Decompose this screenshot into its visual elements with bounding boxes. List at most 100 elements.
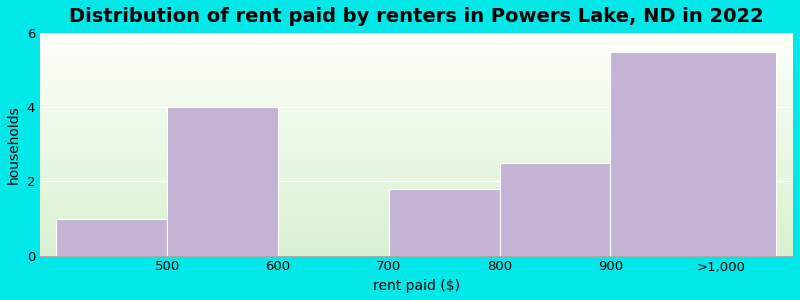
Bar [40, 162, 793, 164]
Bar [40, 149, 793, 151]
Bar [40, 60, 793, 62]
Bar [40, 53, 793, 55]
Bar [40, 144, 793, 147]
Bar [40, 93, 793, 95]
Bar [40, 153, 793, 155]
Bar [40, 251, 793, 254]
Bar [40, 229, 793, 231]
Bar [40, 233, 793, 236]
Bar [40, 58, 793, 60]
Bar [40, 204, 793, 207]
Bar [40, 109, 793, 111]
Bar [40, 40, 793, 42]
Bar [40, 140, 793, 142]
Bar [40, 106, 793, 109]
Bar [389, 189, 499, 256]
Bar [40, 213, 793, 216]
X-axis label: rent paid ($): rent paid ($) [373, 279, 460, 293]
Bar [40, 135, 793, 138]
Bar [40, 249, 793, 251]
Bar [57, 218, 167, 256]
Bar [40, 180, 793, 182]
Bar [40, 120, 793, 122]
Bar [40, 247, 793, 249]
Bar [40, 160, 793, 162]
Bar [40, 218, 793, 220]
Bar [40, 236, 793, 238]
Bar [610, 52, 777, 256]
Bar [40, 86, 793, 89]
Bar [40, 189, 793, 191]
Bar [40, 78, 793, 80]
Bar [40, 224, 793, 227]
Bar [40, 71, 793, 73]
Bar [40, 142, 793, 144]
Bar [40, 100, 793, 102]
Bar [40, 184, 793, 187]
Bar [40, 173, 793, 175]
Bar [40, 147, 793, 149]
Bar [40, 211, 793, 213]
Bar [40, 104, 793, 106]
Bar [40, 42, 793, 44]
Bar [40, 227, 793, 229]
Bar [40, 167, 793, 169]
Title: Distribution of rent paid by renters in Powers Lake, ND in 2022: Distribution of rent paid by renters in … [69, 7, 764, 26]
Bar [40, 202, 793, 204]
Bar [40, 129, 793, 131]
Bar [40, 66, 793, 69]
Bar [40, 193, 793, 196]
Bar [40, 231, 793, 233]
Bar [40, 73, 793, 75]
Bar [40, 131, 793, 133]
Bar [40, 51, 793, 53]
Bar [40, 151, 793, 153]
Bar [40, 55, 793, 58]
Bar [40, 98, 793, 100]
Bar [40, 122, 793, 124]
Bar [40, 244, 793, 247]
Bar [40, 38, 793, 40]
Bar [40, 113, 793, 116]
Bar [40, 209, 793, 211]
Bar [40, 102, 793, 104]
Bar [40, 133, 793, 135]
Bar [40, 35, 793, 38]
Bar [40, 198, 793, 200]
Bar [167, 107, 278, 256]
Bar [40, 69, 793, 71]
Bar [40, 91, 793, 93]
Bar [40, 164, 793, 166]
Bar [40, 138, 793, 140]
Bar [40, 182, 793, 184]
Bar [40, 124, 793, 127]
Bar [40, 111, 793, 113]
Bar [40, 155, 793, 158]
Bar [40, 49, 793, 51]
Bar [40, 82, 793, 84]
Bar [40, 80, 793, 82]
Bar [40, 240, 793, 242]
Bar [40, 169, 793, 171]
Bar [40, 191, 793, 193]
Bar [40, 116, 793, 118]
Bar [40, 222, 793, 224]
Bar [40, 95, 793, 98]
Bar [40, 176, 793, 178]
Bar [40, 178, 793, 180]
Y-axis label: households: households [7, 105, 21, 184]
Bar [499, 163, 610, 256]
Bar [40, 64, 793, 66]
Bar [40, 84, 793, 86]
Bar [40, 127, 793, 129]
Bar [40, 220, 793, 222]
Bar [40, 62, 793, 64]
Bar [40, 46, 793, 49]
Bar [40, 33, 793, 35]
Bar [40, 118, 793, 120]
Bar [40, 238, 793, 240]
Bar [40, 89, 793, 91]
Bar [40, 44, 793, 46]
Bar [40, 216, 793, 218]
Bar [40, 75, 793, 78]
